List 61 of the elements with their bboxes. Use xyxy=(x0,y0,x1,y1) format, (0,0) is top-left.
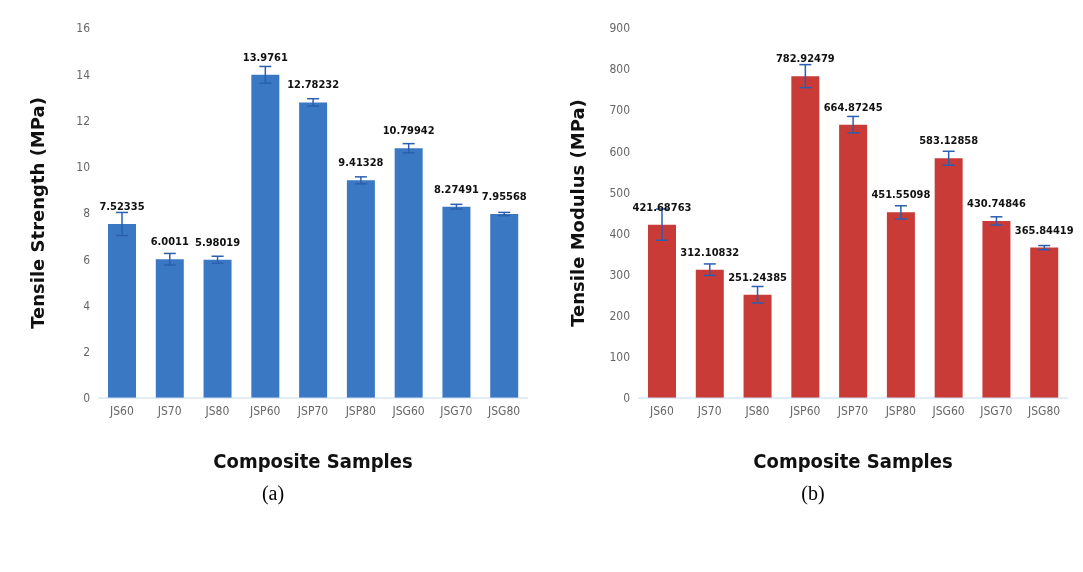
y-axis-title: Tensile Modulus (MPa) xyxy=(567,99,589,327)
text: (b) xyxy=(801,482,825,505)
x-tick-label: JSP60 xyxy=(789,403,821,418)
x-tick-label: JS80 xyxy=(204,403,230,418)
y-tick-label: 2 xyxy=(83,345,90,360)
data-label: 664.87245 xyxy=(823,100,883,114)
data-label: 12.78232 xyxy=(287,78,340,92)
data-label: 10.79942 xyxy=(382,124,435,138)
x-tick-label: JSG80 xyxy=(1027,403,1061,418)
x-axis-title: Composite Samples xyxy=(213,449,413,473)
data-label: 583.12858 xyxy=(919,134,979,148)
data-label: 5.98019 xyxy=(195,235,241,249)
y-tick-label: 4 xyxy=(83,298,91,313)
data-label: 421.68763 xyxy=(632,200,692,214)
y-tick-label: 12 xyxy=(76,113,90,128)
x-tick-label: JS70 xyxy=(696,403,722,418)
y-tick-label: 200 xyxy=(609,309,631,324)
x-tick-label: JS60 xyxy=(109,403,134,418)
x-tick-label: JS60 xyxy=(649,403,674,418)
x-tick-label: JSG60 xyxy=(931,403,965,418)
y-tick-label: 8 xyxy=(83,206,91,221)
x-tick-label: JSP70 xyxy=(836,403,869,418)
data-label: 6.0011 xyxy=(150,235,189,249)
y-tick-label: 16 xyxy=(76,21,91,36)
y-tick-label: 500 xyxy=(609,185,631,200)
x-tick-label: JS70 xyxy=(156,403,182,418)
y-tick-label: 10 xyxy=(76,160,91,175)
x-tick-label: JSP80 xyxy=(344,403,377,418)
data-label: 13.9761 xyxy=(242,50,288,64)
data-label: 365.84419 xyxy=(1014,223,1074,237)
x-tick-label: JSP70 xyxy=(296,403,329,418)
data-label: 782.92479 xyxy=(775,52,835,66)
data-label: 451.55098 xyxy=(871,188,931,202)
y-tick-label: 300 xyxy=(609,267,631,282)
data-label: 430.74846 xyxy=(967,196,1026,210)
data-label: 7.52335 xyxy=(99,200,145,214)
y-tick-label: 14 xyxy=(76,67,91,82)
y-tick-label: 6 xyxy=(83,252,91,267)
data-label: 251.24385 xyxy=(728,270,788,284)
data-label: 312.10832 xyxy=(680,245,740,259)
text: (a) xyxy=(261,482,285,505)
x-tick-label: JSG70 xyxy=(439,403,473,418)
data-label: 8.27491 xyxy=(433,182,480,196)
y-tick-label: 800 xyxy=(609,62,631,77)
x-axis-title: Composite Samples xyxy=(753,449,953,473)
y-tick-label: 600 xyxy=(609,144,631,159)
x-tick-label: JS80 xyxy=(744,403,770,418)
x-tick-label: JSG60 xyxy=(391,403,425,418)
y-tick-label: 400 xyxy=(609,226,631,241)
y-tick-label: 900 xyxy=(609,21,631,36)
y-tick-label: 700 xyxy=(609,103,631,118)
y-tick-label: 0 xyxy=(623,391,631,406)
data-label: 7.95568 xyxy=(481,190,527,204)
data-label: 9.41328 xyxy=(338,156,384,170)
x-tick-label: JSG70 xyxy=(979,403,1013,418)
y-tick-label: 0 xyxy=(83,391,91,406)
x-tick-label: JSP60 xyxy=(249,403,281,418)
y-axis-title: Tensile Strength (MPa) xyxy=(27,97,49,329)
x-tick-label: JSP80 xyxy=(884,403,917,418)
x-tick-label: JSG80 xyxy=(487,403,521,418)
y-tick-label: 100 xyxy=(609,350,631,365)
